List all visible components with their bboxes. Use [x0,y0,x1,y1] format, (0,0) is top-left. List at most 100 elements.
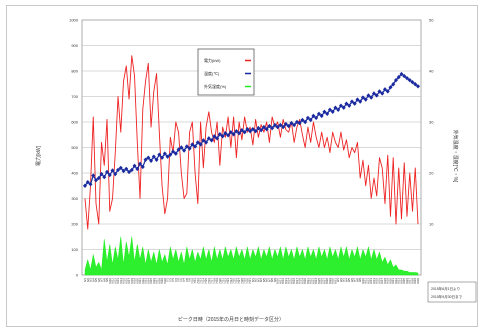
x-tick-label: 9/13 [369,278,373,284]
x-tick-label: 6/12 [113,278,117,284]
temperature-point [338,103,343,108]
temperature-point [272,122,277,128]
x-tick-label: 7/23 [226,278,230,284]
x-tick-label: 9/4 [344,278,348,283]
x-axis-label: ピーク日時（2015年の月日と時刻データ区分） [178,316,284,323]
temperature-point [391,82,396,87]
period-note: 2015年6月1日より 2015年9月30日まで [427,281,477,303]
temperature-point [195,140,200,145]
temperature-point [171,149,176,154]
x-tick-label: 7/29 [243,278,247,284]
x-tick-label: 9/2 [339,278,343,283]
temperature-point [215,136,220,141]
legend-item-humidity: 外気湿度(%) [204,83,227,89]
temperature-point [377,89,382,94]
x-tick-label: 8/28 [325,278,329,284]
temperature-point [416,84,420,89]
left-tick-label: 400 [71,171,78,176]
temperature-point [303,119,308,125]
x-tick-label: 6/19 [133,278,137,284]
x-tick-label: 7/6 [179,278,183,283]
x-tick-label: 7/14 [201,278,205,284]
temperature-point [201,138,206,143]
temperature-point [173,151,178,156]
temperature-point [248,128,253,134]
temperature-point [96,175,101,181]
x-tick-label: 9/5 [347,278,351,283]
temperature-point [105,169,110,175]
temperature-point [380,91,385,96]
temperature-point [154,157,159,162]
x-tick-label: 9/21 [391,278,395,284]
temperature-point [371,91,376,96]
x-tick-label: 8/22 [309,278,313,284]
temperature-point [160,155,165,160]
x-tick-label: 7/26 [234,278,238,284]
temperature-point [292,122,297,128]
x-tick-label: 7/9 [188,278,192,283]
x-tick-label: 8/7 [267,278,271,283]
x-tick-label: 6/28 [157,278,161,284]
temperature-point [347,103,352,108]
x-tick-label: 9/15 [375,278,379,284]
x-tick-label: 6/25 [149,278,153,284]
x-tick-label: 9/17 [380,278,384,284]
temperature-point [267,123,272,129]
temperature-point [176,147,181,152]
series-power-line [84,55,419,230]
temperature-point [399,71,404,77]
temperature-point [187,146,192,151]
temperature-point [369,95,374,100]
x-tick-label: 8/9 [273,278,277,283]
temperature-point [283,121,288,127]
temperature-point [404,75,409,81]
left-tick-label: 0 [76,273,79,278]
temperature-point [223,131,228,136]
temperature-point [396,74,401,80]
x-tick-label: 8/29 [328,278,332,284]
temperature-point [239,127,244,133]
temperature-point [107,172,112,178]
x-tick-label: 8/6 [265,278,269,283]
grid-lines [82,45,421,250]
x-tick-label: 8/26 [320,278,324,284]
left-axis-label: 電力[kW] [35,145,42,166]
x-tick-label: 9/28 [410,278,414,284]
temperature-point [352,101,357,106]
temperature-point [253,128,258,134]
x-tick-label: 9/7 [353,278,357,283]
temperature-point [413,82,418,87]
x-tick-label: 8/3 [256,278,260,283]
x-tick-label: 8/18 [298,278,302,284]
x-tick-label: 6/29 [160,278,164,284]
x-tick-label: 7/15 [204,278,208,284]
temperature-point [382,87,387,92]
x-tick-label: 8/1 [251,278,255,283]
x-tick-label: 6/4 [91,278,95,283]
series-layer [83,55,420,276]
right-tick-label: 10 [429,222,434,227]
temperature-point [140,164,145,170]
x-tick-label: 6/15 [122,278,126,284]
temperature-point [190,142,195,147]
temperature-point [242,130,247,135]
temperature-point [228,130,233,135]
x-tick-label: 8/24 [314,278,318,284]
temperature-point [308,117,313,123]
x-tick-label: 6/1 [83,278,87,283]
x-tick-label: 7/22 [223,278,227,284]
x-tick-label: 8/30 [331,278,335,284]
temperature-point [102,174,107,180]
x-tick-label: 7/11 [193,278,197,284]
temperature-point [393,77,398,83]
x-tick-label: 7/25 [232,278,236,284]
temperature-point [311,113,316,119]
temperature-point [94,177,99,183]
x-tick-label: 9/8 [355,278,359,283]
x-tick-label: 7/27 [237,278,241,284]
temperature-point [209,138,214,143]
series-humidity-area [84,236,419,276]
temperature-point [358,99,363,104]
x-tick-label: 6/3 [89,278,93,283]
x-tick-label: 6/26 [152,278,156,284]
